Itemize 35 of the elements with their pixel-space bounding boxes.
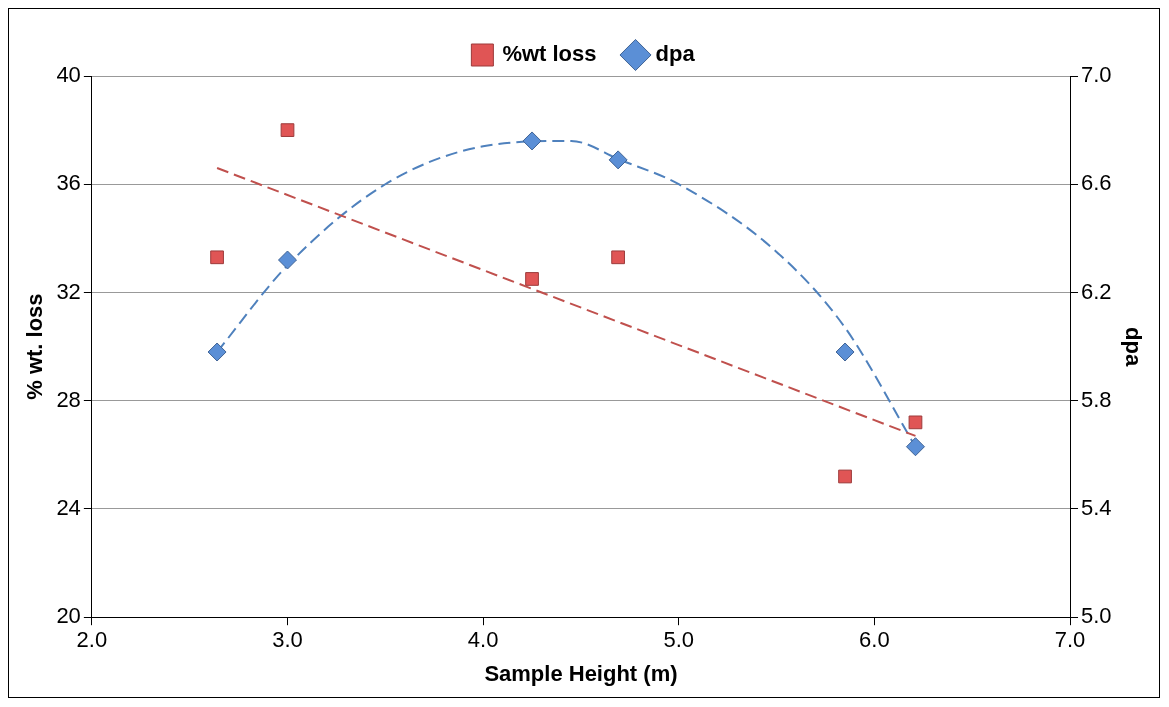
x-axis-title: Sample Height (m) <box>484 660 678 686</box>
y-tick-label: 28 <box>56 386 81 412</box>
x-tick-label: 5.0 <box>663 627 695 653</box>
legend-label: %wt loss <box>502 41 597 67</box>
point <box>835 342 855 362</box>
point <box>608 150 628 170</box>
y2-tick-label: 7.0 <box>1081 62 1112 88</box>
point <box>278 250 297 270</box>
y2-tick-label: 6.6 <box>1081 170 1112 196</box>
y-tick-label: 20 <box>56 603 81 629</box>
point <box>210 250 224 265</box>
y2-tick-label: 5.4 <box>1081 495 1112 521</box>
legend-label: dpa <box>655 41 696 67</box>
y2-tick-label: 6.2 <box>1081 278 1112 304</box>
y2-axis-title: dpa <box>1120 327 1146 367</box>
x-tick-label: 4.0 <box>467 627 499 653</box>
point <box>908 415 923 430</box>
x-tick-label: 2.0 <box>76 627 108 653</box>
y-tick-label: 40 <box>56 62 81 88</box>
point <box>838 469 852 484</box>
point <box>611 250 625 265</box>
point <box>280 123 295 137</box>
point <box>522 131 542 151</box>
y-tick-label: 32 <box>56 278 81 304</box>
y2-tick-label: 5.0 <box>1081 603 1112 629</box>
point <box>525 272 539 286</box>
y-tick-label: 24 <box>56 495 81 521</box>
y-axis-title: % wt. loss <box>22 293 48 400</box>
y2-tick-label: 5.8 <box>1081 386 1112 412</box>
point <box>905 437 925 457</box>
point <box>207 342 227 362</box>
x-tick-label: 6.0 <box>859 627 890 653</box>
x-tick-label: 3.0 <box>272 627 303 653</box>
x-tick-label: 7.0 <box>1054 627 1086 653</box>
y-tick-label: 36 <box>56 170 81 196</box>
